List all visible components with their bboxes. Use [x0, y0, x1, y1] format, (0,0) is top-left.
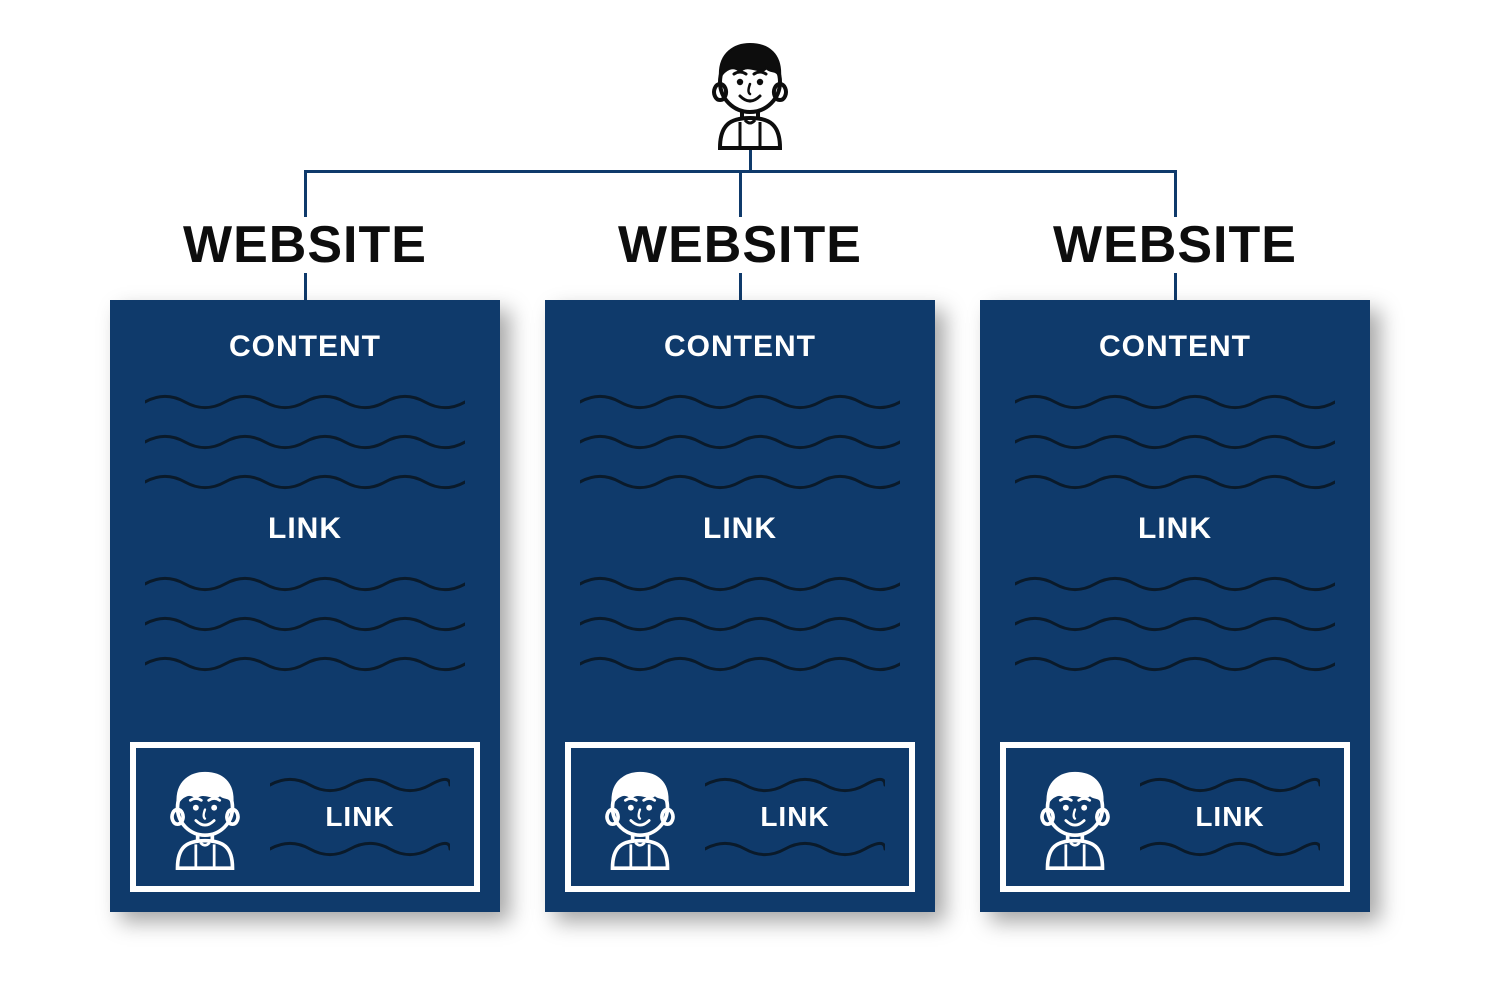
connector-segment: [304, 170, 307, 217]
author-wave-bottom: [705, 835, 885, 863]
wavy-text-line: [1015, 382, 1335, 422]
wavy-text-line: [1140, 771, 1320, 799]
link-wave-block: [545, 564, 935, 684]
author-avatar-icon: [150, 760, 260, 875]
wavy-text-line: [145, 564, 465, 604]
wavy-text-line: [145, 604, 465, 644]
author-avatar-icon: [585, 760, 695, 875]
author-right: LINK: [1130, 771, 1330, 863]
wavy-text-line: [1015, 604, 1335, 644]
author-link-label: LINK: [325, 801, 394, 833]
wavy-text-line: [580, 382, 900, 422]
wavy-text-line: [1015, 462, 1335, 502]
card-inner: CONTENT LINK: [545, 300, 935, 912]
card-inner: CONTENT LINK: [110, 300, 500, 912]
content-wave-block: [110, 382, 500, 502]
person-svg: [585, 760, 695, 870]
website-card: CONTENT LINK: [980, 300, 1370, 912]
author-avatar-icon: [1020, 760, 1130, 875]
wavy-text-line: [580, 604, 900, 644]
author-box: LINK: [565, 742, 915, 892]
wavy-text-line: [270, 835, 450, 863]
person-svg: [1020, 760, 1130, 870]
author-right: LINK: [695, 771, 895, 863]
connector-segment: [1174, 170, 1177, 217]
connector-segment: [1174, 273, 1177, 300]
connector-segment: [739, 170, 742, 217]
link-heading: LINK: [980, 512, 1370, 546]
wavy-text-line: [580, 644, 900, 684]
link-wave-block: [980, 564, 1370, 684]
author-link-label: LINK: [760, 801, 829, 833]
connector-segment: [749, 150, 752, 170]
wavy-text-line: [705, 835, 885, 863]
connector-segment: [304, 273, 307, 300]
diagram-canvas: WEBSITE CONTENT LINK: [0, 0, 1500, 1000]
content-heading: CONTENT: [110, 330, 500, 364]
content-heading: CONTENT: [980, 330, 1370, 364]
wavy-text-line: [145, 382, 465, 422]
wavy-text-line: [705, 771, 885, 799]
connector-segment: [739, 273, 742, 300]
link-wave-block: [110, 564, 500, 684]
wavy-text-line: [145, 422, 465, 462]
wavy-text-line: [145, 462, 465, 502]
link-heading: LINK: [545, 512, 935, 546]
branch-label: WEBSITE: [540, 215, 940, 275]
wavy-text-line: [1015, 644, 1335, 684]
wavy-text-line: [1140, 835, 1320, 863]
content-wave-block: [545, 382, 935, 502]
wavy-text-line: [270, 771, 450, 799]
author-wave-bottom: [270, 835, 450, 863]
link-heading: LINK: [110, 512, 500, 546]
author-box: LINK: [1000, 742, 1350, 892]
wavy-text-line: [1015, 564, 1335, 604]
card-inner: CONTENT LINK: [980, 300, 1370, 912]
author-box: LINK: [130, 742, 480, 892]
person-svg: [150, 760, 260, 870]
content-wave-block: [980, 382, 1370, 502]
wavy-text-line: [580, 422, 900, 462]
branch-label: WEBSITE: [975, 215, 1375, 275]
content-heading: CONTENT: [545, 330, 935, 364]
author-wave-top: [1140, 771, 1320, 799]
branch-label: WEBSITE: [105, 215, 505, 275]
author-wave-top: [270, 771, 450, 799]
author-right: LINK: [260, 771, 460, 863]
wavy-text-line: [1015, 422, 1335, 462]
wavy-text-line: [580, 564, 900, 604]
person-svg: [690, 30, 810, 150]
wavy-text-line: [145, 644, 465, 684]
author-wave-bottom: [1140, 835, 1320, 863]
website-card: CONTENT LINK: [545, 300, 935, 912]
root-person-icon: [690, 30, 810, 155]
author-wave-top: [705, 771, 885, 799]
author-link-label: LINK: [1195, 801, 1264, 833]
wavy-text-line: [580, 462, 900, 502]
website-card: CONTENT LINK: [110, 300, 500, 912]
